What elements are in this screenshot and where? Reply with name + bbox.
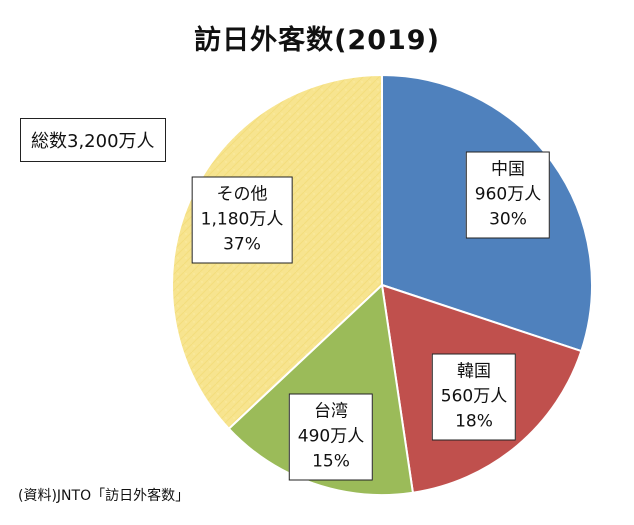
chart-title: 訪日外客数(2019)	[194, 25, 440, 56]
slice-label-percent-2: 15%	[312, 451, 350, 472]
source-note: (資料)JNTO「訪日外客数」	[18, 488, 190, 504]
slice-label-name-1: 韓国	[456, 361, 491, 382]
slice-label-value-2: 490万人	[297, 426, 365, 447]
total-label: 総数3,200万人	[20, 118, 166, 162]
slice-label-name-3: その他	[216, 184, 268, 205]
slice-label-percent-0: 30%	[489, 209, 527, 230]
slice-label-percent-1: 18%	[455, 411, 493, 432]
slice-label-1: 韓国 560万人 18%	[431, 353, 517, 441]
slice-label-value-0: 960万人	[474, 184, 542, 205]
slice-label-value-3: 1,180万人	[200, 209, 284, 230]
slice-label-0: 中国 960万人 30%	[465, 151, 551, 239]
slice-label-percent-3: 37%	[223, 234, 261, 255]
slice-label-value-1: 560万人	[440, 386, 508, 407]
slice-label-name-2: 台湾	[313, 401, 348, 422]
slice-label-name-0: 中国	[490, 159, 525, 180]
slice-label-2: 台湾 490万人 15%	[288, 393, 374, 481]
slice-label-3: その他 1,180万人 37%	[191, 176, 293, 264]
